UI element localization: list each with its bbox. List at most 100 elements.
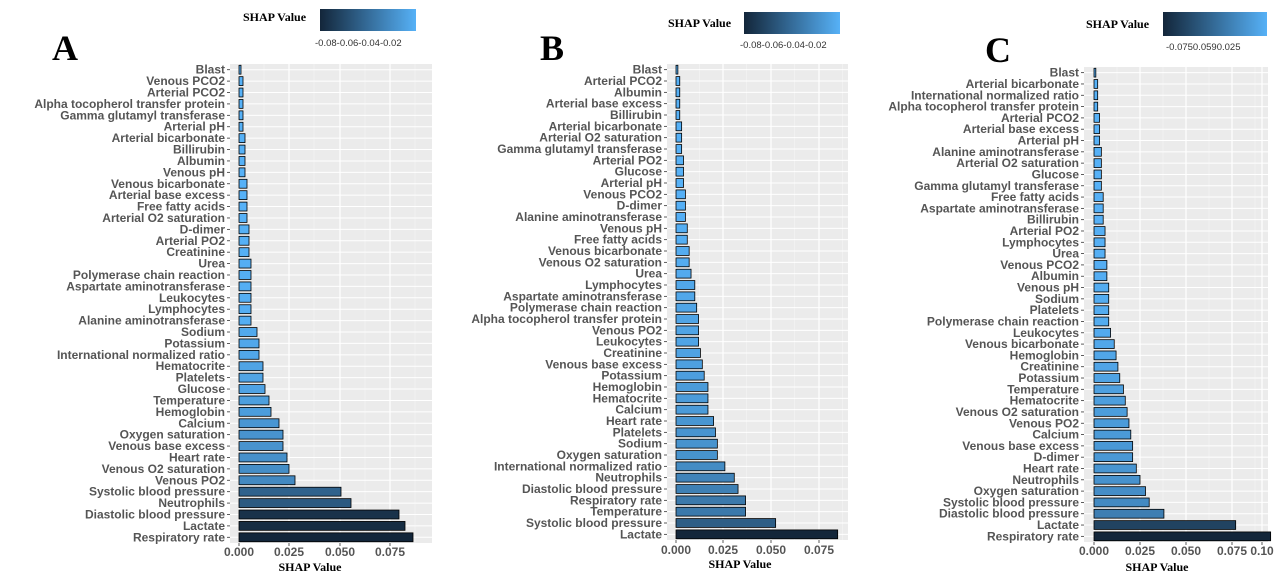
bar-b-0	[675, 529, 839, 540]
category-label: Sodium	[618, 437, 662, 451]
category-label: D-dimer	[1034, 450, 1080, 464]
legend-title-c: SHAP Value	[1086, 17, 1150, 31]
bar-c-17	[1093, 339, 1115, 349]
bar-b-4	[675, 484, 739, 494]
bar-a-30	[238, 190, 248, 201]
category-label: Creatinine	[166, 245, 225, 259]
category-label: Temperature	[153, 393, 225, 407]
bar-a-1	[238, 521, 406, 531]
category-label: Neutrophils	[158, 496, 225, 510]
plot-background	[667, 64, 848, 540]
category-label: Venous base excess	[108, 439, 225, 453]
category-label: Arterial bicarbonate	[112, 131, 226, 145]
bar-c-4	[1093, 486, 1146, 496]
category-label: Urea	[198, 257, 225, 271]
bar-c-22	[1093, 282, 1110, 293]
category-label: Heart rate	[169, 450, 225, 464]
category-label: Arterial PCO2	[1001, 111, 1079, 125]
bar-c-16	[1093, 350, 1117, 361]
bar-a-39	[238, 87, 244, 98]
category-label: Temperature	[590, 505, 662, 519]
bar-a-10	[238, 418, 280, 429]
x-tick-label: 0.10	[1250, 544, 1274, 558]
category-label: Respiratory rate	[987, 529, 1079, 543]
category-label: Diastolic blood pressure	[522, 482, 662, 496]
category-label: Lymphocytes	[1002, 235, 1079, 249]
plot-background	[1084, 67, 1268, 542]
bar-b-28	[675, 212, 686, 222]
category-label: Venous pH	[163, 165, 225, 179]
category-label: Systolic blood pressure	[526, 516, 662, 530]
category-label: Arterial O2 saturation	[102, 211, 225, 225]
category-label: Arterial base excess	[109, 188, 225, 202]
bar-a-41	[238, 64, 242, 75]
legend-ticks-b: -0.08-0.06-0.04-0.02	[740, 40, 827, 51]
category-label: Alpha tocopherol transfer protein	[888, 100, 1079, 114]
bar-b-29	[675, 200, 686, 211]
bar-b-2	[675, 506, 746, 517]
category-label: Arterial bicarbonate	[966, 77, 1080, 91]
category-label: Arterial pH	[601, 176, 662, 190]
x-tick-label: 0.050	[325, 545, 355, 559]
category-label: Glucose	[615, 165, 663, 179]
category-label: Venous PCO2	[583, 187, 662, 201]
bar-a-6	[238, 464, 290, 474]
category-label: Lactate	[620, 527, 662, 541]
bar-b-3	[675, 495, 746, 506]
plot-background	[230, 64, 432, 543]
bar-b-14	[675, 370, 705, 381]
x-tick-label: 0.025	[274, 545, 304, 559]
bar-b-30	[675, 189, 686, 200]
bar-c-5	[1093, 474, 1141, 485]
bar-a-12	[238, 395, 270, 406]
bar-b-40	[675, 76, 681, 86]
bar-a-25	[238, 247, 250, 258]
category-label: Venous bicarbonate	[965, 337, 1079, 351]
category-label: Venous O2 saturation	[956, 405, 1079, 419]
category-label: Billirubin	[173, 143, 225, 157]
bar-c-25	[1093, 248, 1106, 259]
category-label: Alanine aminotransferase	[515, 210, 662, 224]
legend-ticks-c: -0.0750.0590.025	[1166, 42, 1240, 53]
category-label: Blast	[633, 63, 662, 77]
legend-colorbar-b	[744, 12, 840, 34]
category-label: International normalized ratio	[911, 88, 1079, 102]
category-label: Arterial pH	[164, 120, 225, 134]
category-label: Leukocytes	[159, 291, 225, 305]
category-label: Venous O2 saturation	[102, 462, 225, 476]
bar-c-9	[1093, 429, 1132, 440]
bar-b-21	[675, 291, 696, 302]
bar-a-23	[238, 270, 252, 280]
category-label: Potassium	[164, 336, 225, 350]
category-label: Calcium	[615, 403, 662, 417]
category-label: Potassium	[1018, 371, 1079, 385]
category-label: Diastolic blood pressure	[939, 507, 1079, 521]
bar-b-26	[675, 234, 688, 245]
category-label: Alanine aminotransferase	[78, 314, 225, 328]
bar-a-0	[238, 532, 414, 543]
bar-a-38	[238, 99, 244, 109]
category-label: Arterial O2 saturation	[956, 156, 1079, 170]
category-label: Arterial O2 saturation	[539, 131, 662, 145]
bar-b-32	[675, 166, 684, 177]
bar-a-22	[238, 281, 252, 292]
category-label: Platelets	[1030, 303, 1080, 317]
category-label: Albumin	[614, 85, 662, 99]
bar-a-26	[238, 235, 250, 246]
x-tick-label: 0.075	[804, 543, 834, 557]
bar-c-41	[1093, 67, 1097, 78]
category-label: Heart rate	[1023, 461, 1079, 475]
bar-c-7	[1093, 452, 1134, 462]
category-label: Gamma glutamyl transferase	[60, 108, 225, 122]
bar-c-29	[1093, 203, 1104, 214]
bar-c-30	[1093, 192, 1104, 202]
bar-a-29	[238, 201, 248, 212]
bar-c-39	[1093, 90, 1099, 101]
x-tick-label: 0.000	[224, 545, 254, 559]
x-tick-label: 0.075	[1217, 544, 1247, 558]
charts-layer: Respiratory rate Lactate Diastolic blood p…	[34, 63, 1274, 574]
category-label: International normalized ratio	[57, 348, 225, 362]
